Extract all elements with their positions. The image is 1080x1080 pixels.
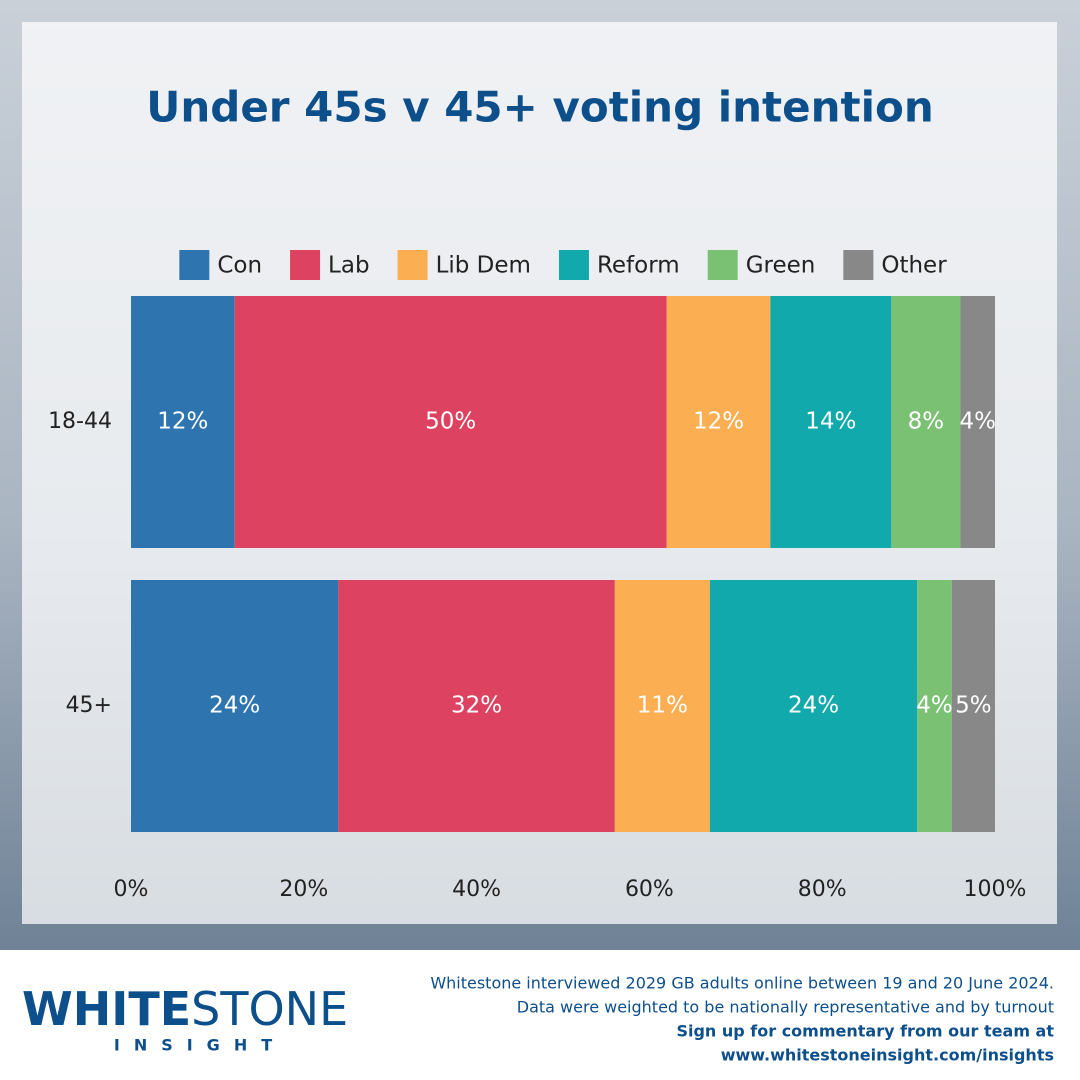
- legend-label: Other: [881, 253, 947, 279]
- logo-rest: STONE: [191, 982, 348, 1036]
- bar-segment: [131, 580, 339, 832]
- legend-item: Reform: [558, 250, 680, 280]
- bar-segment: [951, 580, 995, 832]
- logo-wordmark: WHITESTONE: [22, 982, 348, 1036]
- footer-note: Whitestone interviewed 2029 GB adults on…: [430, 974, 1054, 993]
- legend-item: Green: [707, 250, 816, 280]
- legend-item: Con: [179, 250, 262, 280]
- bar-segment: [709, 580, 918, 832]
- y-tick-label: 45+: [66, 693, 112, 718]
- legend-label: Lab: [328, 253, 370, 279]
- data-label: 5%: [955, 693, 992, 719]
- bar-segment: [666, 296, 771, 548]
- data-label: 32%: [451, 693, 502, 719]
- legend-swatch: [290, 250, 321, 280]
- legend-label: Lib Dem: [436, 253, 531, 279]
- bar-segment: [234, 296, 667, 548]
- x-tick-label: 40%: [452, 877, 501, 902]
- x-tick-label: 80%: [798, 877, 847, 902]
- legend-label: Green: [746, 253, 816, 279]
- legend-label: Reform: [597, 253, 680, 279]
- footer-link[interactable]: www.whitestoneinsight.com/insights: [721, 1046, 1054, 1065]
- data-label: 12%: [157, 409, 208, 435]
- legend-swatch: [843, 250, 874, 280]
- footer-note: Data were weighted to be nationally repr…: [517, 998, 1054, 1017]
- bar-segment: [770, 296, 892, 548]
- x-tick-label: 0%: [114, 877, 149, 902]
- legend-swatch: [558, 250, 589, 280]
- footer: [0, 950, 1080, 1080]
- x-tick-label: 60%: [625, 877, 674, 902]
- bar-segment: [614, 580, 710, 832]
- legend-swatch: [179, 250, 210, 280]
- data-label: 4%: [959, 409, 996, 435]
- data-label: 24%: [788, 693, 839, 719]
- legend: Con Lab Lib Dem Reform Green Other: [179, 250, 947, 280]
- data-label: 4%: [916, 693, 953, 719]
- y-tick-label: 18-44: [48, 409, 112, 434]
- data-label: 12%: [693, 409, 744, 435]
- legend-item: Lib Dem: [397, 250, 531, 280]
- legend-swatch: [397, 250, 428, 280]
- data-label: 50%: [425, 409, 476, 435]
- legend-item: Lab: [290, 250, 370, 280]
- legend-swatch: [707, 250, 738, 280]
- logo-bold: WHITE: [22, 982, 191, 1036]
- chart-title: Under 45s v 45+ voting intention: [146, 83, 934, 132]
- legend-label: Con: [217, 253, 262, 279]
- logo-tagline: INSIGHT: [114, 1036, 286, 1055]
- x-tick-label: 20%: [279, 877, 328, 902]
- data-label: 14%: [805, 409, 856, 435]
- bar-segment: [131, 296, 235, 548]
- footer-cta: Sign up for commentary from our team at: [676, 1022, 1054, 1041]
- plot: 0% 20% 40% 60% 80% 100% 18-44 12% 50% 12% 14% 8% 4% 4…: [48, 296, 1026, 902]
- legend-item: Other: [843, 250, 947, 280]
- x-tick-label: 100%: [964, 877, 1027, 902]
- bar-segment: [338, 580, 615, 832]
- bar-segment: [891, 296, 961, 548]
- data-label: 8%: [908, 409, 945, 435]
- data-label: 24%: [209, 693, 260, 719]
- data-label: 11%: [637, 693, 688, 719]
- bar-segment: [917, 580, 952, 832]
- bar-segment: [960, 296, 995, 548]
